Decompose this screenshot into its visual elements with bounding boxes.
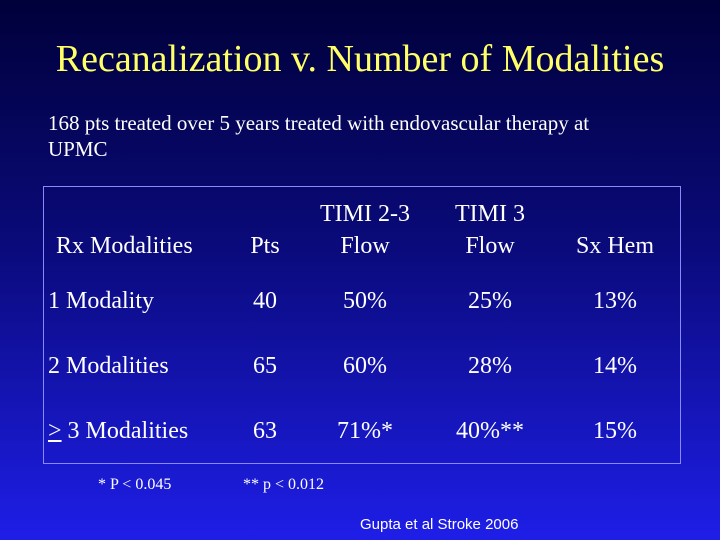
- slide-subtitle: 168 pts treated over 5 years treated wit…: [48, 111, 590, 161]
- row2-pts: 65: [253, 353, 277, 379]
- header-pts: Pts: [250, 233, 280, 259]
- row3-timi23: 71%*: [337, 418, 393, 444]
- header-timi3-line2: Flow: [465, 233, 515, 259]
- slide-title: Recanalization v. Number of Modalities: [55, 38, 665, 80]
- row3-modality-label: 3 Modalities: [61, 418, 189, 444]
- row3-sxhem: 15%: [593, 418, 637, 444]
- footnote-p2: ** p < 0.012: [243, 476, 325, 493]
- header-timi23-line1: TIMI 2-3: [320, 201, 410, 227]
- row1-sxhem: 13%: [593, 288, 637, 314]
- row2-modality: 2 Modalities: [48, 353, 169, 379]
- footnote-p1: * P < 0.045: [98, 476, 172, 493]
- header-rx-modalities: Rx Modalities: [56, 233, 193, 259]
- results-table: [43, 186, 681, 464]
- row1-timi3: 25%: [468, 288, 512, 314]
- row1-modality: 1 Modality: [48, 288, 154, 314]
- row3-modality-prefix: >: [48, 418, 62, 444]
- row3-modality: > 3 Modalities: [48, 417, 188, 445]
- header-timi3-line1: TIMI 3: [455, 201, 525, 227]
- row1-timi23: 50%: [343, 288, 387, 314]
- row2-timi3: 28%: [468, 353, 512, 379]
- header-sx-hem: Sx Hem: [576, 233, 654, 259]
- row2-timi23: 60%: [343, 353, 387, 379]
- row2-sxhem: 14%: [593, 353, 637, 379]
- row3-pts: 63: [253, 418, 277, 444]
- header-timi23-line2: Flow: [340, 233, 390, 259]
- row1-pts: 40: [253, 288, 277, 314]
- citation: Gupta et al Stroke 2006: [360, 516, 519, 533]
- row3-timi3: 40%**: [456, 418, 524, 444]
